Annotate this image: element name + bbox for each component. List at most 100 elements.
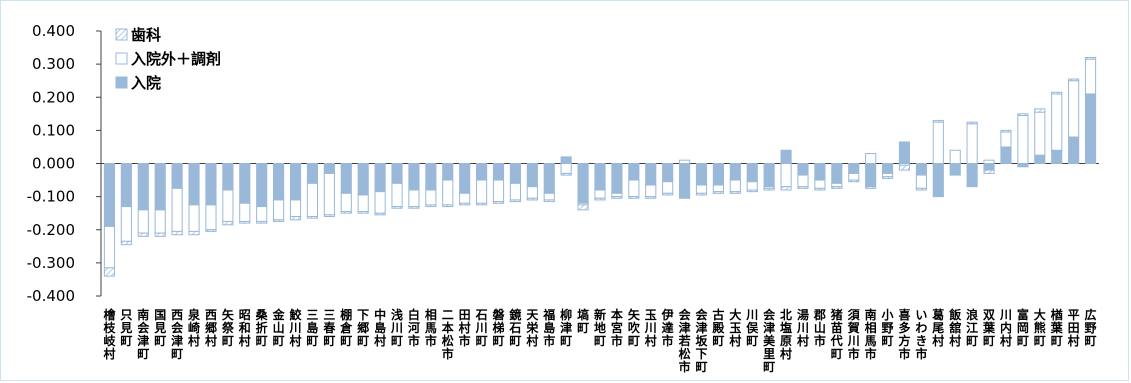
bar-inpatient: [543, 163, 555, 194]
bar-outpatient: [289, 199, 302, 217]
bar-inpatient: [188, 163, 200, 206]
bar-inpatient: [797, 163, 809, 176]
y-tick-label: 0.200: [32, 88, 75, 106]
category-label: 只見町: [119, 308, 132, 348]
axes: -0.400 -0.300 -0.200 -0.100 0.000 0.100 0.200 0…: [27, 22, 1099, 305]
bar-outpatient: [628, 179, 640, 198]
bar-inpatient: [526, 163, 538, 188]
bar-dental: [797, 186, 809, 189]
category-label: 中島村: [374, 307, 386, 348]
bar-outpatient: [205, 204, 217, 231]
bar-dental: [611, 196, 623, 199]
bar-inpatient: [459, 163, 471, 194]
category-label: 棚倉町: [339, 307, 353, 348]
bar-outpatient: [797, 174, 809, 188]
bar-dental: [848, 179, 860, 183]
bar-dental: [340, 211, 352, 214]
bar-inpatient: [357, 163, 369, 196]
category-label: 相馬市: [425, 307, 437, 348]
y-tick-label: 0.300: [32, 55, 75, 73]
bar-dental: [814, 187, 826, 191]
bar-inpatient: [763, 163, 775, 188]
bar-dental: [1068, 78, 1080, 82]
bar-dental: [729, 191, 741, 194]
category-label: 新地町: [594, 307, 606, 348]
bar-inpatient: [814, 163, 826, 181]
bar-outpatient: [1000, 131, 1012, 148]
category-label: 檜枝岐村: [102, 307, 116, 361]
bar-inpatient: [154, 163, 166, 211]
bar-dental: [526, 197, 538, 201]
y-tick-label: 0.000: [32, 155, 75, 173]
category-label: 鮫川村: [289, 307, 303, 348]
category-label: 泉崎村: [188, 307, 201, 348]
bar-inpatient: [848, 163, 860, 174]
category-label: 伊達市: [661, 307, 674, 348]
bar-inpatient: [289, 163, 302, 201]
category-label: 平田村: [1068, 308, 1080, 348]
category-label: 川内村: [999, 308, 1012, 348]
bar-dental: [1034, 108, 1046, 113]
bar-dental: [306, 216, 319, 219]
bar-dental: [712, 191, 724, 194]
bar-inpatient: [898, 141, 911, 164]
bar-dental: [256, 220, 268, 224]
bar-dental: [915, 187, 927, 191]
bar-outpatient: [323, 172, 335, 216]
bar-inpatient: [662, 163, 674, 183]
bar-inpatient: [594, 163, 606, 191]
bar-inpatient: [509, 163, 521, 184]
bar-outpatient: [746, 181, 758, 191]
category-label: 郡山市: [813, 308, 826, 348]
category-label: 会津坂下町: [695, 307, 708, 374]
bar-dental: [357, 211, 369, 214]
bar-dental: [1017, 113, 1029, 116]
category-label: 西会津町: [171, 308, 184, 361]
category-label: 広野町: [1085, 307, 1097, 348]
category-label: 三島町: [306, 308, 318, 348]
bar-inpatient: [611, 163, 623, 194]
bar-dental: [425, 204, 437, 208]
category-label: 富岡町: [1017, 307, 1029, 348]
category-label: 金山町: [272, 307, 286, 348]
bar-dental: [1000, 129, 1012, 133]
bar-outpatient: [154, 209, 166, 234]
category-label: 古殿町: [711, 307, 725, 348]
category-label: 会津美里町: [763, 307, 776, 374]
bar-outpatient: [1034, 111, 1046, 156]
bar-inpatient: [1051, 149, 1063, 164]
bar-outpatient: [560, 163, 572, 174]
category-label: 二本松市: [442, 308, 454, 361]
bar-outpatient: [1051, 93, 1063, 151]
y-tick-label: 0.400: [32, 22, 75, 40]
bar-inpatient: [306, 163, 319, 184]
bar-outpatient: [966, 123, 978, 164]
bar-inpatient: [729, 163, 741, 181]
bar-inpatient: [391, 163, 403, 184]
category-label: 矢吹町: [628, 307, 641, 348]
bar-inpatient: [323, 163, 335, 174]
bar-outpatient: [357, 194, 369, 213]
category-label: 大熊町: [1034, 307, 1046, 348]
bar-dental: [780, 186, 792, 191]
bar-outpatient: [239, 202, 251, 222]
category-label: 南会津町: [137, 307, 150, 361]
category-label: 磐梯町: [493, 307, 506, 348]
bar-outpatient: [459, 192, 471, 204]
bar-outpatient: [712, 184, 724, 193]
bar-inpatient: [1068, 136, 1080, 164]
bar-inpatient: [425, 163, 437, 191]
bar-inpatient: [628, 163, 640, 181]
y-tick-label: -0.400: [27, 287, 75, 305]
bar-inpatient: [408, 163, 420, 191]
bar-inpatient: [831, 163, 843, 184]
bars: [103, 57, 1097, 277]
category-label: 小野町: [882, 307, 894, 348]
bar-inpatient: [915, 163, 927, 176]
bar-outpatient: [594, 189, 606, 199]
bar-dental: [577, 204, 589, 211]
category-label: 須賀川市: [847, 308, 861, 361]
bar-outpatient: [120, 206, 132, 242]
